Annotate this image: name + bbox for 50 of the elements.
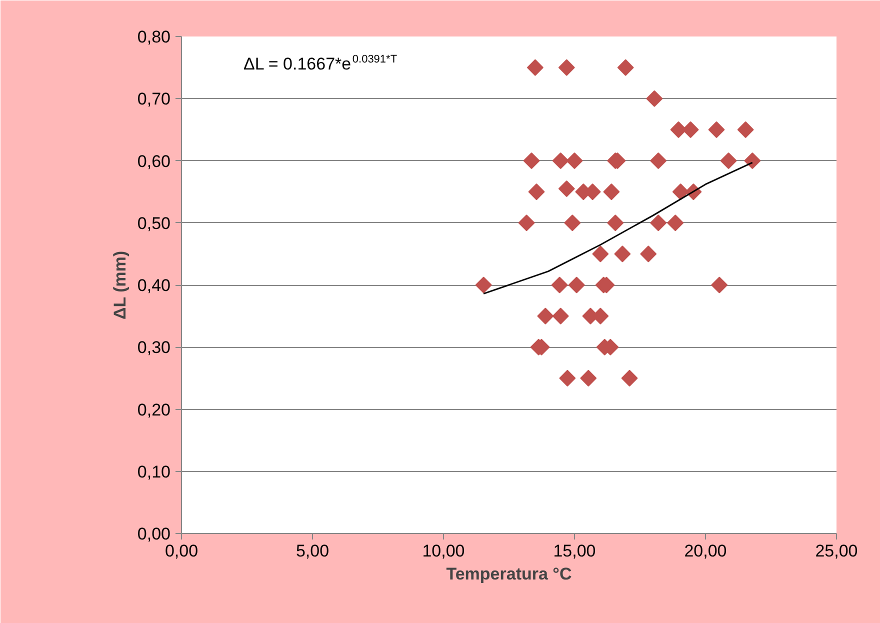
point <box>617 59 634 76</box>
point <box>558 59 575 76</box>
point <box>607 214 624 232</box>
x-tick-label: 20,00 <box>684 542 727 560</box>
point <box>552 308 569 324</box>
point <box>621 370 638 386</box>
point <box>614 246 631 262</box>
point <box>603 184 620 200</box>
x-tick-label: 5,00 <box>296 542 330 560</box>
y-tick-label: 0,70 <box>137 90 171 109</box>
point <box>672 184 689 200</box>
point <box>592 246 609 262</box>
y-tick-label: 0,20 <box>137 400 171 420</box>
x-tick-label: 10,00 <box>422 542 465 560</box>
point <box>650 152 667 170</box>
point <box>564 214 581 232</box>
point <box>558 180 575 197</box>
x-axis-title: Temperatura °C <box>446 564 572 584</box>
point <box>646 90 663 107</box>
x-tick-label: 15,00 <box>553 542 596 560</box>
point <box>708 121 725 138</box>
y-tick-label: 0,60 <box>137 152 171 171</box>
point <box>559 370 576 386</box>
point <box>568 276 585 294</box>
point <box>720 152 737 170</box>
point <box>523 152 540 170</box>
point <box>566 152 583 170</box>
y-tick-label: 0,00 <box>137 524 171 544</box>
point <box>475 276 492 294</box>
y-axis-title: ΔL (mm) <box>110 250 130 320</box>
y-tick-label: 0,80 <box>137 28 171 46</box>
point <box>518 214 535 232</box>
point <box>526 59 544 76</box>
point <box>744 152 761 170</box>
point <box>711 276 728 294</box>
y-tick-label: 0,10 <box>137 462 171 482</box>
y-tick-label: 0,50 <box>137 214 171 233</box>
point <box>640 246 657 262</box>
point <box>737 121 754 138</box>
y-tick-label: 0,30 <box>137 338 171 358</box>
point <box>650 214 667 232</box>
y-tick-label: 0,40 <box>137 276 171 295</box>
x-tick-label: 25,00 <box>815 542 858 560</box>
point <box>552 152 569 170</box>
point <box>580 370 597 386</box>
point <box>537 308 554 324</box>
point <box>551 276 568 294</box>
x-tick-label: 0,00 <box>164 542 198 560</box>
point <box>528 184 545 200</box>
point <box>667 214 684 232</box>
